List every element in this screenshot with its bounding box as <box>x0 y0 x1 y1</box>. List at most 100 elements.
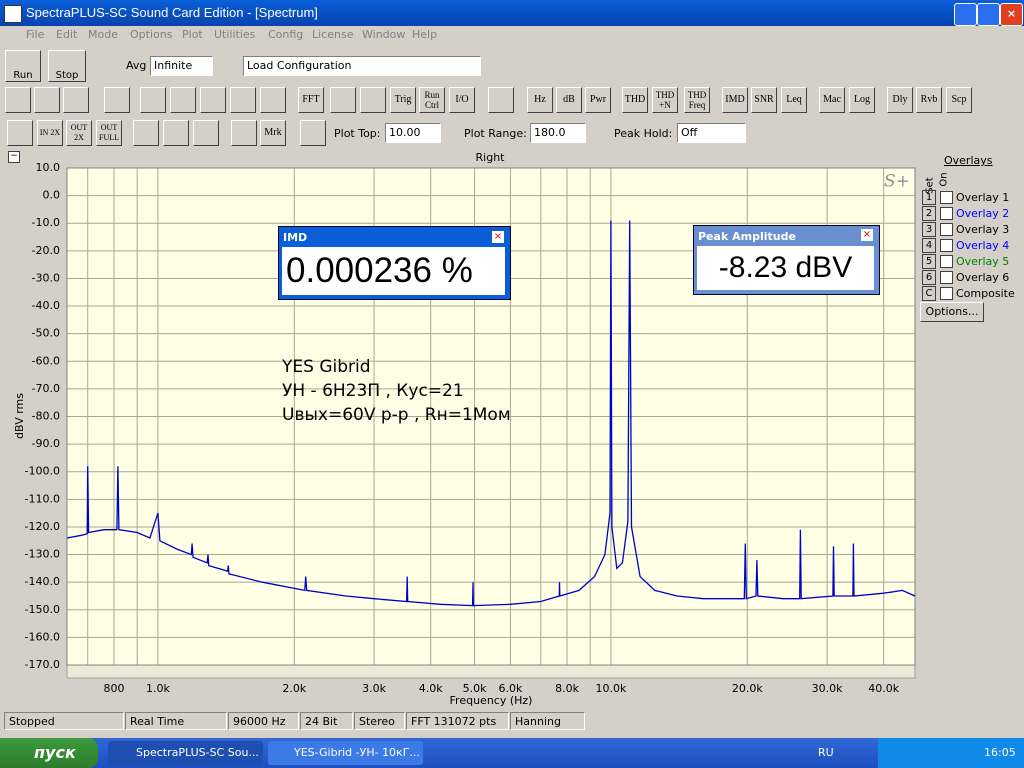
plot-top-input[interactable]: 10.00 <box>385 123 441 143</box>
task-button[interactable]: YES-Gibrid -УН- 10кГ... <box>268 741 423 765</box>
toolbar-icon[interactable] <box>34 87 60 113</box>
scale-button[interactable] <box>300 120 326 146</box>
toolbar-button[interactable]: Log <box>849 87 875 113</box>
toolbar-button[interactable]: Leq <box>781 87 807 113</box>
overlay-name: Composite <box>956 287 1015 300</box>
y-tick-label: -160.0 <box>25 630 60 643</box>
toolbar-button[interactable]: Pwr <box>585 87 611 113</box>
tray <box>878 738 1024 768</box>
toolbar-button[interactable]: Trig <box>390 87 416 113</box>
options-button[interactable]: Options... <box>920 302 984 322</box>
overlay-checkbox[interactable] <box>940 223 953 236</box>
overlay-checkbox[interactable] <box>940 287 953 300</box>
x-tick-label: 30.0k <box>812 682 843 695</box>
start-button[interactable]: пуск <box>0 738 98 768</box>
menu-item[interactable]: Help <box>412 28 438 41</box>
close[interactable]: × <box>492 231 504 243</box>
menu-item[interactable]: Mode <box>88 28 118 41</box>
overlay-key[interactable]: 5 <box>922 254 936 269</box>
y-tick-label: -130.0 <box>25 548 60 561</box>
run-button[interactable]: Run <box>5 50 41 82</box>
menu-item[interactable]: License <box>312 28 354 41</box>
overlay-key[interactable]: 6 <box>922 270 936 285</box>
toolbar-button[interactable]: Mac <box>819 87 845 113</box>
toolbar-button[interactable]: Scp <box>946 87 972 113</box>
toolbar-button[interactable]: THD Freq <box>684 87 710 113</box>
collapse-button[interactable]: − <box>8 151 20 163</box>
overlay-checkbox[interactable] <box>940 271 953 284</box>
toolbar-icon[interactable] <box>260 87 286 113</box>
view-button[interactable] <box>231 120 257 146</box>
overlay-panel: Overlays Set On Options... 1 Overlay 1 2 Ov… <box>918 152 1022 322</box>
overlay-key[interactable]: 1 <box>922 190 936 205</box>
task-button[interactable]: SpectraPLUS-SC Sou... <box>108 741 263 765</box>
toolbar-button[interactable]: Hz <box>527 87 553 113</box>
toolbar-icon[interactable] <box>5 87 31 113</box>
view-button[interactable] <box>193 120 219 146</box>
toolbar-button[interactable]: I/O <box>449 87 475 113</box>
peak-title: Peak Amplitude <box>698 230 796 243</box>
view-button[interactable] <box>163 120 189 146</box>
close[interactable]: × <box>1000 3 1023 26</box>
overlay-checkbox[interactable] <box>940 239 953 252</box>
overlay-checkbox[interactable] <box>940 207 953 220</box>
menu-item[interactable]: Edit <box>56 28 78 41</box>
scrollbar[interactable] <box>66 664 916 679</box>
toolbar-button[interactable]: FFT <box>298 87 324 113</box>
overlay-key[interactable]: 4 <box>922 238 936 253</box>
zoom-full[interactable]: OUT FULL <box>96 120 122 146</box>
toolbar-button[interactable]: THD +N <box>652 87 678 113</box>
peak-hold-label: Peak Hold: <box>614 127 673 140</box>
menu-item[interactable]: Window <box>362 28 406 41</box>
toolbar-icon[interactable] <box>63 87 89 113</box>
toolbar-button[interactable]: Rvb <box>916 87 942 113</box>
overlay-key[interactable]: 3 <box>922 222 936 237</box>
y-tick-label: -140.0 <box>25 575 60 588</box>
toolbar-icon[interactable] <box>170 87 196 113</box>
toolbar-icon[interactable] <box>360 87 386 113</box>
zoom-button[interactable] <box>7 120 33 146</box>
peak-hold-select[interactable]: Off <box>677 123 746 143</box>
toolbar-button[interactable]: Dly <box>887 87 913 113</box>
toolbar-button[interactable]: THD <box>622 87 648 113</box>
toolbar-icon[interactable] <box>330 87 356 113</box>
overlay-checkbox[interactable] <box>940 255 953 268</box>
overlay-name: Overlay 4 <box>956 239 1010 252</box>
menu-item[interactable]: Plot <box>182 28 203 41</box>
imd-value: 0.000236 % <box>282 247 505 295</box>
y-tick-label: -40.0 <box>32 299 60 312</box>
config-select[interactable]: Load Configuration <box>243 56 481 76</box>
view-button[interactable] <box>133 120 159 146</box>
toolbar-button[interactable]: SNR <box>751 87 777 113</box>
overlay-checkbox[interactable] <box>940 191 953 204</box>
chart-title: Right <box>476 151 506 164</box>
plot-range-input[interactable]: 180.0 <box>530 123 586 143</box>
toolbar-icon[interactable] <box>104 87 130 113</box>
close[interactable]: × <box>861 229 873 241</box>
stop-button[interactable]: Stop <box>48 50 86 82</box>
overlay-name: Overlay 2 <box>956 207 1010 220</box>
toolbar-icon[interactable] <box>230 87 256 113</box>
toolbar-icon[interactable] <box>488 87 514 113</box>
toolbar-icon[interactable] <box>200 87 226 113</box>
overlay-key[interactable]: C <box>922 286 936 301</box>
window-title: SpectraPLUS-SC Sound Card Edition - [Spe… <box>26 5 318 20</box>
language[interactable]: RU <box>818 746 834 759</box>
toolbar-button[interactable]: IMD <box>722 87 748 113</box>
avg-select[interactable]: Infinite <box>150 56 213 76</box>
x-axis-label: Frequency (Hz) <box>450 694 533 707</box>
zoom-out[interactable]: OUT 2X <box>66 120 92 146</box>
menu-item[interactable]: Options <box>130 28 173 41</box>
toolbar-button[interactable]: dB <box>556 87 582 113</box>
zoom-in[interactable]: IN 2X <box>37 120 63 146</box>
toolbar-button[interactable]: Run Ctrl <box>419 87 445 113</box>
menu-item[interactable]: File <box>26 28 45 41</box>
menu-item[interactable]: Config <box>268 28 304 41</box>
overlay-key[interactable]: 2 <box>922 206 936 221</box>
toolbar-icon[interactable] <box>140 87 166 113</box>
marker-button[interactable]: Mrk <box>260 120 286 146</box>
menu-item[interactable]: Utilities <box>214 28 256 41</box>
minimize[interactable] <box>954 3 977 26</box>
maximize[interactable] <box>977 3 1000 26</box>
